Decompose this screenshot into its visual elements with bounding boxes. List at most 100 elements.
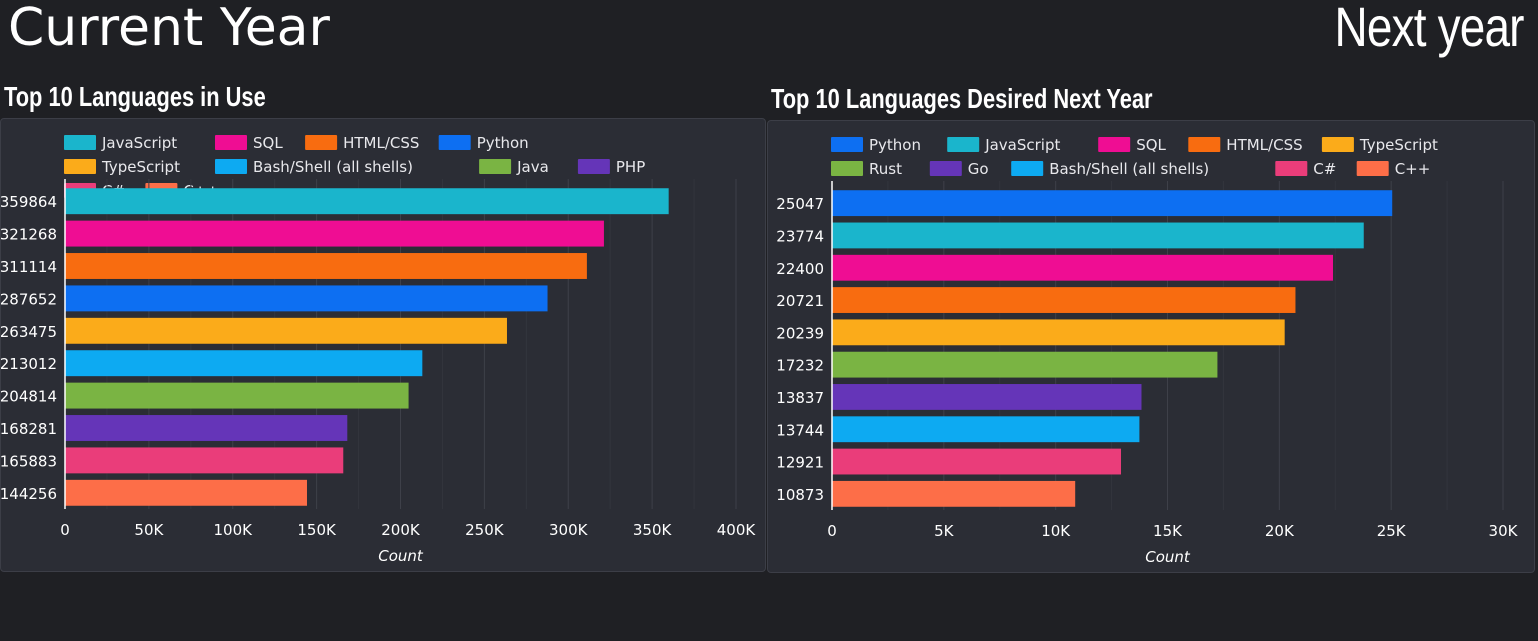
bar-go[interactable] (832, 384, 1142, 410)
legend-swatch (947, 137, 980, 152)
legend-item-java[interactable]: Java (479, 158, 549, 176)
legend-label: Bash/Shell (all shells) (1049, 160, 1209, 178)
legend-label: JavaScript (984, 136, 1060, 154)
x-tick-label: 150K (297, 521, 337, 539)
bar-html-css[interactable] (832, 287, 1296, 313)
legend-item-typescript[interactable]: TypeScript (1321, 136, 1438, 154)
legend-item-bash-shell-all-shells-[interactable]: Bash/Shell (all shells) (1011, 160, 1209, 178)
bar-javascript[interactable] (832, 222, 1364, 249)
legend-label: JavaScript (101, 134, 177, 152)
legend-swatch (1011, 161, 1044, 176)
bar-value-label: 321268 (1, 226, 57, 244)
chart-title-in-use: Top 10 Languages in Use (4, 81, 266, 112)
legend-item-html-css[interactable]: HTML/CSS (1188, 136, 1303, 154)
legend-swatch (831, 161, 863, 176)
bar-c-[interactable] (65, 447, 344, 474)
legend-label: Rust (869, 160, 902, 178)
bar-c-[interactable] (832, 480, 1076, 507)
bar-python[interactable] (832, 190, 1393, 217)
x-tick-label: 10K (1041, 522, 1071, 540)
legend-item-sql[interactable]: SQL (1098, 136, 1167, 154)
legend-item-html-css[interactable]: HTML/CSS (305, 134, 419, 152)
legend-swatch (438, 135, 471, 150)
bar-bash-shell-all-shells-[interactable] (832, 416, 1140, 443)
legend-label: TypeScript (101, 158, 180, 176)
x-tick-label: 100K (214, 521, 254, 539)
legend-label: SQL (253, 134, 283, 152)
legend-item-python[interactable]: Python (438, 134, 529, 152)
legend-item-rust[interactable]: Rust (831, 160, 902, 178)
bar-value-label: 311114 (1, 258, 57, 276)
x-tick-label: 15K (1153, 522, 1183, 540)
bar-php[interactable] (65, 415, 348, 441)
legend-item-c-[interactable]: C++ (1356, 160, 1431, 178)
bar-value-label: 144256 (1, 485, 57, 503)
legend-label: Java (516, 158, 549, 176)
bar-value-label: 165883 (1, 452, 57, 470)
bar-value-label: 20239 (776, 324, 824, 342)
legend-item-javascript[interactable]: JavaScript (64, 134, 177, 152)
legend-swatch (215, 135, 247, 150)
legend-swatch (831, 137, 863, 152)
bar-typescript[interactable] (65, 317, 507, 344)
bar-value-label: 13744 (776, 421, 824, 439)
bar-c-[interactable] (832, 448, 1121, 475)
bar-c-[interactable] (65, 479, 307, 506)
bar-java[interactable] (65, 382, 409, 409)
legend-label: Python (477, 134, 529, 152)
bar-value-label: 12921 (776, 454, 824, 472)
legend-label: Go (968, 160, 989, 178)
bar-value-label: 17232 (776, 357, 824, 375)
legend-item-bash-shell-all-shells-[interactable]: Bash/Shell (all shells) (215, 158, 413, 176)
legend-swatch (1275, 161, 1308, 176)
bar-python[interactable] (65, 285, 548, 312)
current-year-title: Current Year (8, 0, 330, 58)
chart-panel-in-use: JavaScript SQL HTML/CSS Python TypeScript Bas… (0, 118, 766, 572)
legend-item-sql[interactable]: SQL (215, 134, 283, 152)
legend-swatch (1098, 137, 1131, 152)
x-tick-label: 300K (549, 521, 589, 539)
bar-sql[interactable] (832, 254, 1334, 281)
bar-chart-desired: Python JavaScript SQL HTML/CSS TypeScript Rus… (776, 136, 1519, 566)
bar-value-label: 22400 (776, 260, 824, 278)
legend-item-javascript[interactable]: JavaScript (947, 136, 1061, 154)
legend-item-python[interactable]: Python (831, 136, 921, 154)
x-tick-label: 200K (381, 521, 421, 539)
bar-chart-in-use: JavaScript SQL HTML/CSS Python TypeScript Bas… (0, 134, 756, 565)
bar-javascript[interactable] (65, 188, 669, 215)
bar-bash-shell-all-shells-[interactable] (65, 350, 423, 377)
legend-swatch (1356, 161, 1389, 176)
bar-value-label: 20721 (776, 292, 824, 310)
legend-swatch (929, 161, 962, 176)
legend-label: PHP (616, 158, 645, 176)
bar-html-css[interactable] (65, 253, 587, 279)
bar-value-label: 13837 (776, 389, 824, 407)
legend-item-go[interactable]: Go (929, 160, 989, 178)
x-tick-label: 50K (134, 521, 164, 539)
legend-item-php[interactable]: PHP (577, 158, 645, 176)
bar-sql[interactable] (65, 220, 604, 247)
legend-swatch (215, 159, 247, 174)
legend-item-c-[interactable]: C# (1275, 160, 1336, 178)
bar-value-label: 204814 (1, 388, 57, 406)
x-tick-label: 30K (1489, 522, 1519, 540)
x-tick-label: 25K (1377, 522, 1407, 540)
legend-swatch (64, 135, 96, 150)
legend-swatch (1321, 137, 1354, 152)
legend-swatch (577, 159, 610, 174)
x-tick-label: 20K (1265, 522, 1295, 540)
next-year-title: Next year (1334, 0, 1525, 58)
bar-value-label: 10873 (776, 486, 824, 504)
bar-typescript[interactable] (832, 319, 1285, 346)
bar-rust[interactable] (832, 351, 1218, 378)
legend-label: C++ (1395, 160, 1431, 178)
legend-label: HTML/CSS (1226, 136, 1302, 154)
bar-value-label: 359864 (1, 193, 57, 211)
legend-swatch (479, 159, 512, 174)
legend-swatch (64, 159, 96, 174)
x-tick-label: 250K (465, 521, 505, 539)
bar-value-label: 287652 (1, 290, 57, 308)
legend-swatch (1188, 137, 1221, 152)
legend-item-typescript[interactable]: TypeScript (64, 158, 180, 176)
legend-label: Python (869, 136, 921, 154)
